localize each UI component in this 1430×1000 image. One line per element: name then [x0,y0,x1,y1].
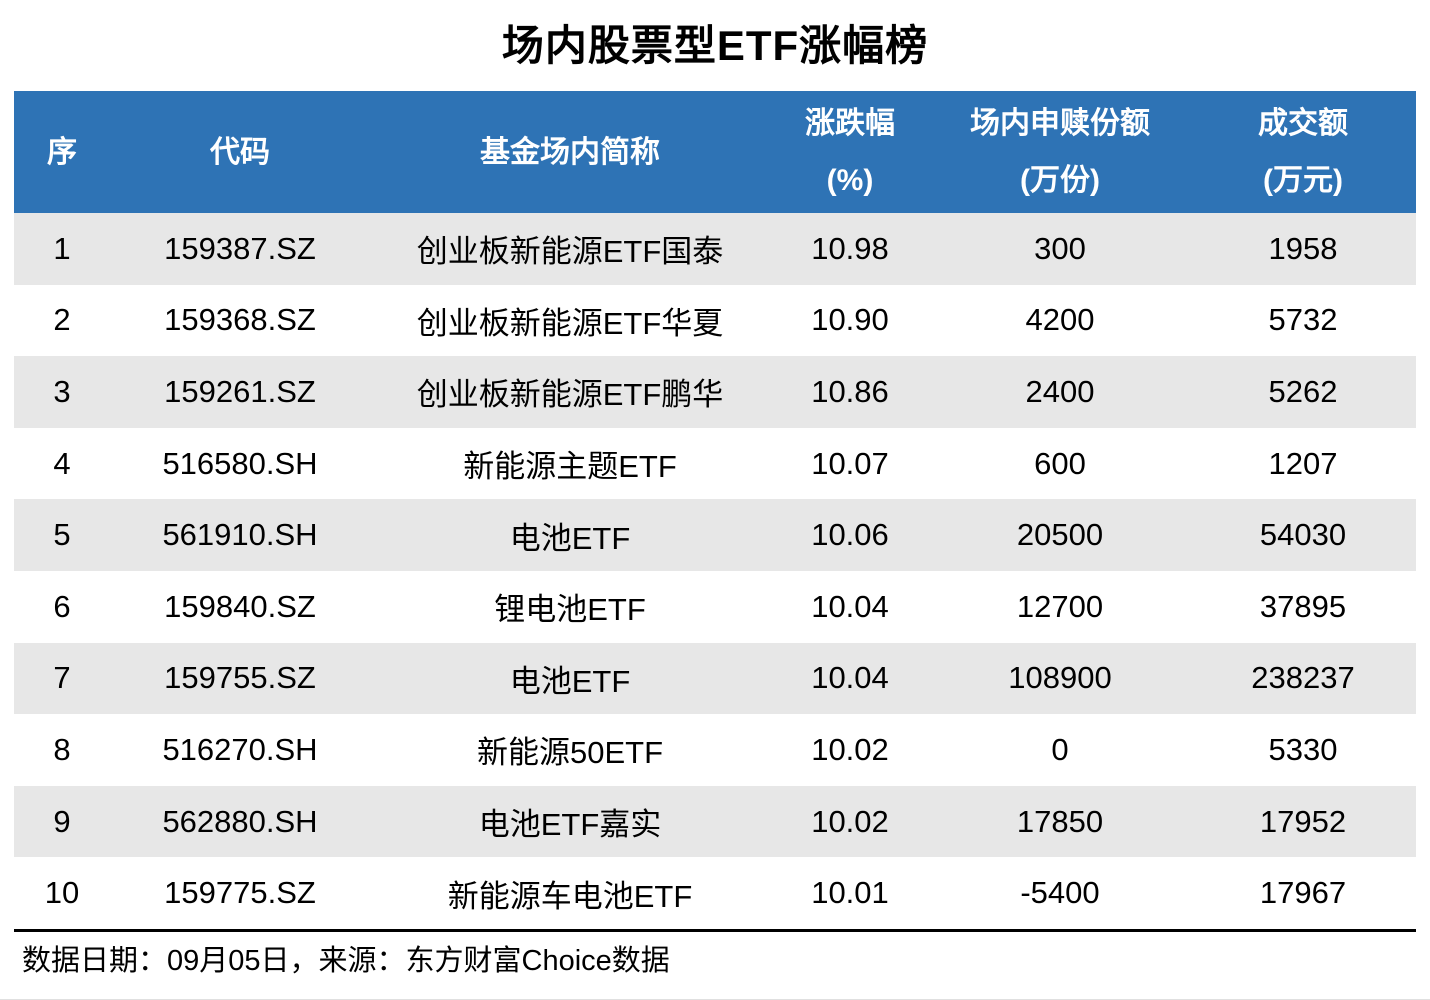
cell-change-pct: 10.01 [811,875,889,911]
cell-seq: 6 [53,588,71,624]
cell-seq: 3 [53,373,71,409]
cell-fund-name: 新能源主题ETF [463,449,677,485]
table-header-row: 序 代码 基金场内简称 涨跌幅 (%) 场内申赎份额 (万份) 成交额 (万元 [14,91,1416,213]
cell-turnover: 1958 [1268,230,1338,266]
table-body: 1 159387.SZ 创业板新能源ETF国泰 10.98 300 1958 2 159368… [14,213,1416,929]
cell-turnover: 17952 [1259,803,1347,839]
cell-shares: 108900 [1008,660,1112,696]
cell-code: 159261.SZ [164,373,316,409]
table-row: 9 562880.SH 电池ETF嘉实 10.02 17850 17952 [14,785,1416,858]
cell-shares: 4200 [1025,302,1095,338]
cell-seq: 10 [44,875,80,911]
cell-seq: 8 [53,731,71,767]
column-header-label: 代码 [210,135,270,169]
cell-change-pct: 10.86 [811,373,889,409]
column-header-code: 代码 [110,91,370,213]
cell-code: 516580.SH [162,445,318,481]
column-header-fund-name: 基金场内简称 [370,91,770,213]
column-header-seq: 序 [14,91,110,213]
table-row: 8 516270.SH 新能源50ETF 10.02 0 5330 [14,714,1416,786]
cell-fund-name: 创业板新能源ETF华夏 [416,305,724,341]
table-row: 6 159840.SZ 锂电池ETF 10.04 12700 37895 [14,571,1416,643]
cell-turnover: 54030 [1259,517,1347,553]
cell-turnover: 1207 [1268,445,1338,481]
cell-shares: -5400 [1020,875,1100,911]
column-header-sublabel: (万元) [1263,164,1343,197]
cell-shares: 20500 [1016,517,1104,553]
column-header-sublabel: (万份) [1020,164,1100,197]
column-header-label: 涨跌幅 [805,107,895,140]
column-header-label: 场内申赎份额 [970,107,1150,140]
cell-code: 159840.SZ [164,588,316,624]
cell-shares: 17850 [1016,803,1104,839]
cell-fund-name: 新能源50ETF [476,735,664,771]
column-header-label: 序 [47,135,77,169]
cell-change-pct: 10.07 [811,445,889,481]
cell-fund-name: 电池ETF [509,520,631,556]
cell-fund-name: 新能源车电池ETF [447,878,693,914]
etf-gainers-table: 序 代码 基金场内简称 涨跌幅 (%) 场内申赎份额 (万份) 成交额 (万元 [14,91,1416,929]
cell-fund-name: 创业板新能源ETF国泰 [416,234,724,270]
cell-code: 516270.SH [162,731,318,767]
cell-seq: 9 [53,803,71,839]
cell-code: 159775.SZ [164,875,316,911]
column-header-label: 成交额 [1258,107,1348,140]
cell-shares: 12700 [1016,588,1104,624]
table-row: 2 159368.SZ 创业板新能源ETF华夏 10.90 4200 5732 [14,285,1416,357]
cell-change-pct: 10.98 [811,230,889,266]
cell-code: 562880.SH [162,803,318,839]
table-row: 4 516580.SH 新能源主题ETF 10.07 600 1207 [14,428,1416,500]
cell-change-pct: 10.04 [811,660,889,696]
cell-turnover: 238237 [1251,660,1355,696]
column-header-label: 基金场内简称 [480,135,660,169]
cell-turnover: 5330 [1268,731,1338,767]
cell-change-pct: 10.02 [811,731,889,767]
cell-shares: 600 [1034,445,1086,481]
table-row: 10 159775.SZ 新能源车电池ETF 10.01 -5400 17967 [14,857,1416,929]
cell-change-pct: 10.04 [811,588,889,624]
cell-code: 159368.SZ [164,302,316,338]
table-row: 5 561910.SH 电池ETF 10.06 20500 54030 [14,499,1416,571]
cell-change-pct: 10.02 [811,803,889,839]
column-header-shares: 场内申赎份额 (万份) [930,91,1190,213]
table-row: 1 159387.SZ 创业板新能源ETF国泰 10.98 300 1958 [14,213,1416,285]
column-header-turnover: 成交额 (万元) [1190,91,1416,213]
cell-code: 159387.SZ [164,230,316,266]
cell-shares: 0 [1051,731,1069,767]
cell-seq: 7 [53,660,71,696]
cell-change-pct: 10.06 [811,517,889,553]
column-header-sublabel: (%) [826,164,874,197]
data-source-note: 数据日期：09月05日，来源：东方财富Choice数据 [22,945,670,978]
cell-seq: 4 [53,445,71,481]
cell-code: 159755.SZ [164,660,316,696]
cell-fund-name: 电池ETF嘉实 [478,807,662,843]
column-header-change-pct: 涨跌幅 (%) [770,91,930,213]
cell-turnover: 37895 [1259,588,1347,624]
cell-change-pct: 10.90 [811,302,889,338]
cell-shares: 2400 [1025,373,1095,409]
cell-seq: 5 [53,517,71,553]
cell-turnover: 17967 [1259,875,1347,911]
cell-fund-name: 锂电池ETF [494,592,646,628]
cell-shares: 300 [1034,230,1086,266]
cell-turnover: 5262 [1268,373,1338,409]
cell-seq: 1 [53,230,71,266]
cell-fund-name: 创业板新能源ETF鹏华 [416,377,724,413]
cell-seq: 2 [53,302,71,338]
page-title: 场内股票型ETF涨幅榜 [501,22,929,69]
table-row: 7 159755.SZ 电池ETF 10.04 108900 238237 [14,642,1416,715]
cell-turnover: 5732 [1268,302,1338,338]
footer: 数据日期：09月05日，来源：东方财富Choice数据 [14,928,1416,985]
table-row: 3 159261.SZ 创业板新能源ETF鹏华 10.86 2400 5262 [14,356,1416,428]
cell-fund-name: 电池ETF [509,663,631,699]
cell-code: 561910.SH [162,517,318,553]
